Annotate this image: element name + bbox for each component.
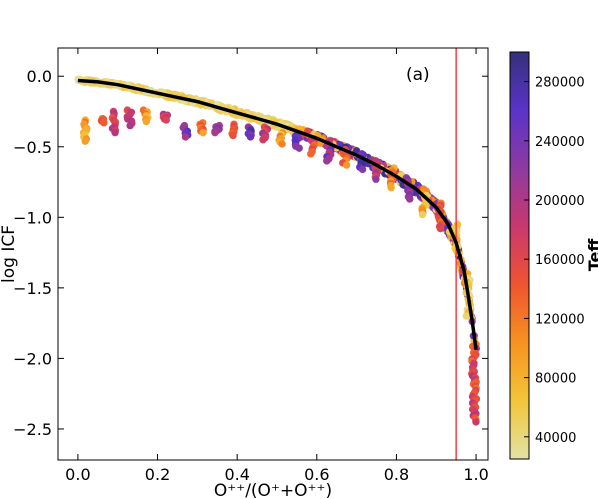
- scatter-point: [358, 165, 367, 174]
- scatter-point: [472, 418, 480, 426]
- scatter-point: [100, 119, 108, 127]
- scatter-point: [259, 136, 267, 144]
- colorbar-tick-label: 40000: [535, 431, 576, 446]
- x-tick-label: 0.0: [65, 465, 90, 484]
- scatter-point: [278, 140, 286, 148]
- colorbar-label: Teff: [585, 238, 598, 272]
- scatter-point: [418, 210, 427, 219]
- x-axis-label: O⁺⁺/(O⁺+O⁺⁺): [214, 481, 332, 499]
- panel-annotation: (a): [406, 65, 430, 85]
- scatter-point: [246, 133, 255, 141]
- scatter-point: [387, 183, 395, 192]
- scatter-point: [81, 137, 89, 145]
- scatter-point: [436, 224, 445, 233]
- scatter-point: [229, 131, 237, 140]
- colorbar-tick-label: 240000: [535, 135, 585, 150]
- y-tick-label: −2.5: [13, 420, 52, 439]
- scatter-point: [406, 195, 414, 203]
- x-tick-label: 0.4: [224, 465, 249, 484]
- colorbar-tick-label: 80000: [535, 372, 576, 387]
- scatter-point: [111, 128, 119, 137]
- scatter-point: [323, 157, 331, 165]
- plot-area: [74, 48, 481, 460]
- scatter-point: [295, 144, 303, 152]
- colorbar-tick-label: 120000: [535, 312, 585, 327]
- scatter-point: [162, 116, 170, 124]
- colorbar-tick-label: 200000: [535, 194, 585, 209]
- scatter-point: [342, 161, 351, 169]
- colorbar-ticks: 40000 80000 120000 160000 200000 240000 280000: [524, 76, 585, 446]
- x-tick-label: 0.8: [384, 465, 409, 484]
- y-tick-label: −1.0: [13, 208, 52, 227]
- scatter-point: [126, 121, 134, 130]
- scatter-point: [307, 150, 315, 158]
- plot-frame: [57, 47, 489, 461]
- colorbar: [509, 51, 530, 460]
- y-axis: 0.0 −0.5 −1.0 −1.5 −2.0 −2.5: [13, 67, 488, 439]
- colorbar-tick-label: 160000: [535, 253, 585, 268]
- y-axis-label: log ICF: [0, 225, 19, 283]
- x-tick-label: 0.2: [145, 465, 170, 484]
- fit-curve: [77, 78, 478, 351]
- fit-band: [74, 75, 479, 349]
- scatter-point: [181, 133, 190, 141]
- scatter-point: [462, 312, 470, 320]
- y-tick-label: 0.0: [27, 67, 52, 86]
- y-tick-label: −0.5: [13, 138, 52, 157]
- scatter-point: [372, 175, 380, 183]
- scatter-points: [79, 106, 481, 426]
- x-tick-label: 1.0: [463, 465, 488, 484]
- x-axis: 0.0 0.2 0.4 0.6 0.8 1.0: [65, 48, 489, 484]
- x-tick-label: 0.6: [304, 465, 329, 484]
- colorbar-tick-label: 280000: [535, 76, 585, 91]
- y-tick-label: −2.0: [13, 349, 52, 368]
- scatter-point: [142, 117, 151, 126]
- scatter-point: [199, 128, 207, 137]
- y-tick-label: −1.5: [13, 279, 52, 298]
- scatter-point: [211, 128, 219, 137]
